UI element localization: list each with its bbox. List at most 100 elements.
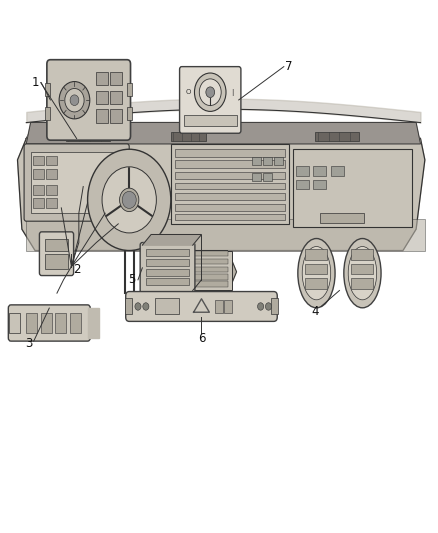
Bar	[167, 281, 228, 287]
Circle shape	[120, 188, 139, 212]
Bar	[96, 91, 108, 104]
Bar	[46, 185, 57, 195]
Ellipse shape	[344, 239, 381, 308]
Ellipse shape	[302, 247, 331, 300]
Bar	[110, 109, 122, 123]
Bar	[110, 91, 122, 104]
Bar	[70, 313, 81, 333]
Polygon shape	[149, 251, 237, 293]
Text: 3: 3	[25, 337, 32, 350]
Bar	[66, 132, 110, 141]
FancyBboxPatch shape	[47, 60, 131, 140]
Circle shape	[258, 303, 264, 310]
Bar	[351, 278, 373, 289]
Bar	[33, 198, 44, 208]
Circle shape	[194, 73, 226, 111]
Polygon shape	[26, 123, 420, 144]
Circle shape	[199, 79, 221, 106]
Bar	[110, 72, 122, 85]
Bar	[305, 249, 327, 260]
Bar	[46, 198, 57, 208]
Bar	[167, 274, 228, 280]
Circle shape	[59, 82, 90, 119]
Bar	[127, 83, 132, 96]
Bar	[33, 156, 44, 165]
Bar	[175, 160, 285, 168]
Bar	[263, 157, 272, 165]
Bar	[155, 298, 179, 314]
Polygon shape	[142, 235, 201, 245]
Bar	[96, 72, 108, 85]
Bar	[33, 169, 44, 179]
Text: 4: 4	[311, 305, 319, 318]
Polygon shape	[88, 308, 99, 338]
Circle shape	[206, 87, 215, 98]
Bar	[125, 298, 132, 314]
Bar	[175, 193, 285, 200]
Text: 2: 2	[73, 263, 81, 276]
Bar	[146, 269, 189, 276]
Bar	[313, 180, 326, 189]
Circle shape	[265, 303, 272, 310]
Bar	[26, 313, 37, 333]
Bar	[171, 132, 206, 141]
Text: |: |	[231, 88, 233, 96]
Bar	[46, 169, 57, 179]
Bar	[293, 149, 412, 227]
Bar	[215, 300, 223, 313]
Circle shape	[102, 167, 156, 233]
Bar	[167, 259, 228, 264]
Polygon shape	[18, 123, 425, 251]
Bar	[45, 239, 68, 251]
Bar	[320, 213, 364, 223]
Bar	[175, 214, 285, 220]
Ellipse shape	[298, 239, 335, 308]
Bar	[171, 144, 289, 224]
Text: O: O	[186, 89, 191, 95]
FancyBboxPatch shape	[140, 243, 195, 293]
Text: 1: 1	[31, 76, 39, 89]
Bar	[146, 249, 189, 256]
Bar	[127, 107, 132, 120]
Bar	[274, 157, 283, 165]
Circle shape	[135, 303, 141, 310]
FancyBboxPatch shape	[24, 144, 129, 221]
Bar	[167, 266, 228, 272]
Bar	[305, 264, 327, 274]
Bar	[9, 313, 20, 333]
Bar	[175, 204, 285, 211]
Circle shape	[70, 95, 79, 106]
Text: 7: 7	[285, 60, 293, 73]
Bar	[41, 313, 52, 333]
Bar	[351, 249, 373, 260]
Bar	[184, 115, 237, 126]
FancyBboxPatch shape	[126, 292, 277, 321]
Text: 5: 5	[128, 273, 135, 286]
Bar	[252, 173, 261, 181]
Bar	[313, 166, 326, 176]
Bar	[45, 254, 68, 269]
Circle shape	[122, 191, 136, 208]
Bar	[45, 107, 50, 120]
Bar	[26, 219, 425, 251]
Bar	[263, 173, 272, 181]
Bar	[55, 313, 66, 333]
Bar	[351, 264, 373, 274]
Bar	[175, 172, 285, 179]
Bar	[315, 132, 359, 141]
Bar	[331, 166, 344, 176]
Bar	[46, 156, 57, 165]
Bar	[146, 259, 189, 266]
Text: 6: 6	[198, 332, 205, 345]
Bar	[296, 180, 309, 189]
Bar	[45, 83, 50, 96]
Bar	[96, 109, 108, 123]
Bar	[296, 166, 309, 176]
Bar	[164, 251, 232, 290]
Bar	[224, 300, 232, 313]
Bar	[33, 185, 44, 195]
Ellipse shape	[348, 247, 377, 300]
Bar	[271, 298, 278, 314]
Circle shape	[88, 149, 171, 251]
FancyBboxPatch shape	[180, 67, 241, 133]
